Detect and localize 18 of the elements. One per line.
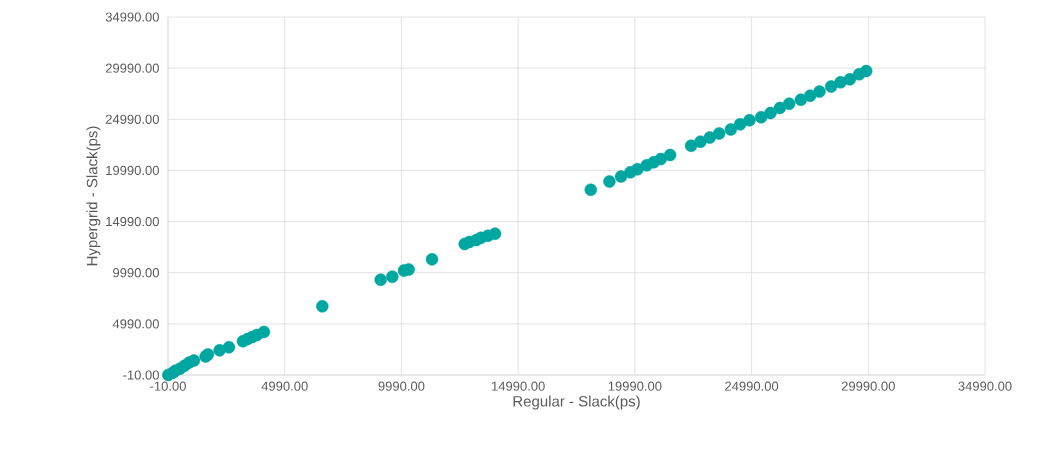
x-tick-label: 4990.00 bbox=[261, 381, 308, 391]
y-tick-label: 4990.00 bbox=[112, 319, 159, 329]
x-tick-label: -10.00 bbox=[150, 381, 186, 391]
y-tick-label: 19990.00 bbox=[106, 165, 159, 176]
x-tick-label: 34990.00 bbox=[958, 381, 1012, 391]
x-tick-label: 9990.00 bbox=[378, 381, 425, 391]
y-tick-label: 29990.00 bbox=[105, 63, 159, 73]
y-tick-label: 34990.00 bbox=[105, 12, 159, 22]
y-axis-title: Hypergrid - Slack(ps) bbox=[86, 126, 101, 266]
y-tick-label: 14990.00 bbox=[106, 216, 159, 227]
x-tick-label: 14990.00 bbox=[492, 381, 545, 391]
x-tick-label: 24990.00 bbox=[725, 381, 779, 391]
y-tick-label: 24990.00 bbox=[105, 114, 159, 124]
x-tick-label: 29990.00 bbox=[841, 381, 895, 391]
y-tick-label: 9990.00 bbox=[113, 268, 159, 278]
x-axis-title: Regular - Slack(ps) bbox=[513, 395, 640, 410]
y-tick-label: -10.00 bbox=[123, 370, 159, 380]
x-tick-label: 19990.00 bbox=[608, 381, 662, 391]
